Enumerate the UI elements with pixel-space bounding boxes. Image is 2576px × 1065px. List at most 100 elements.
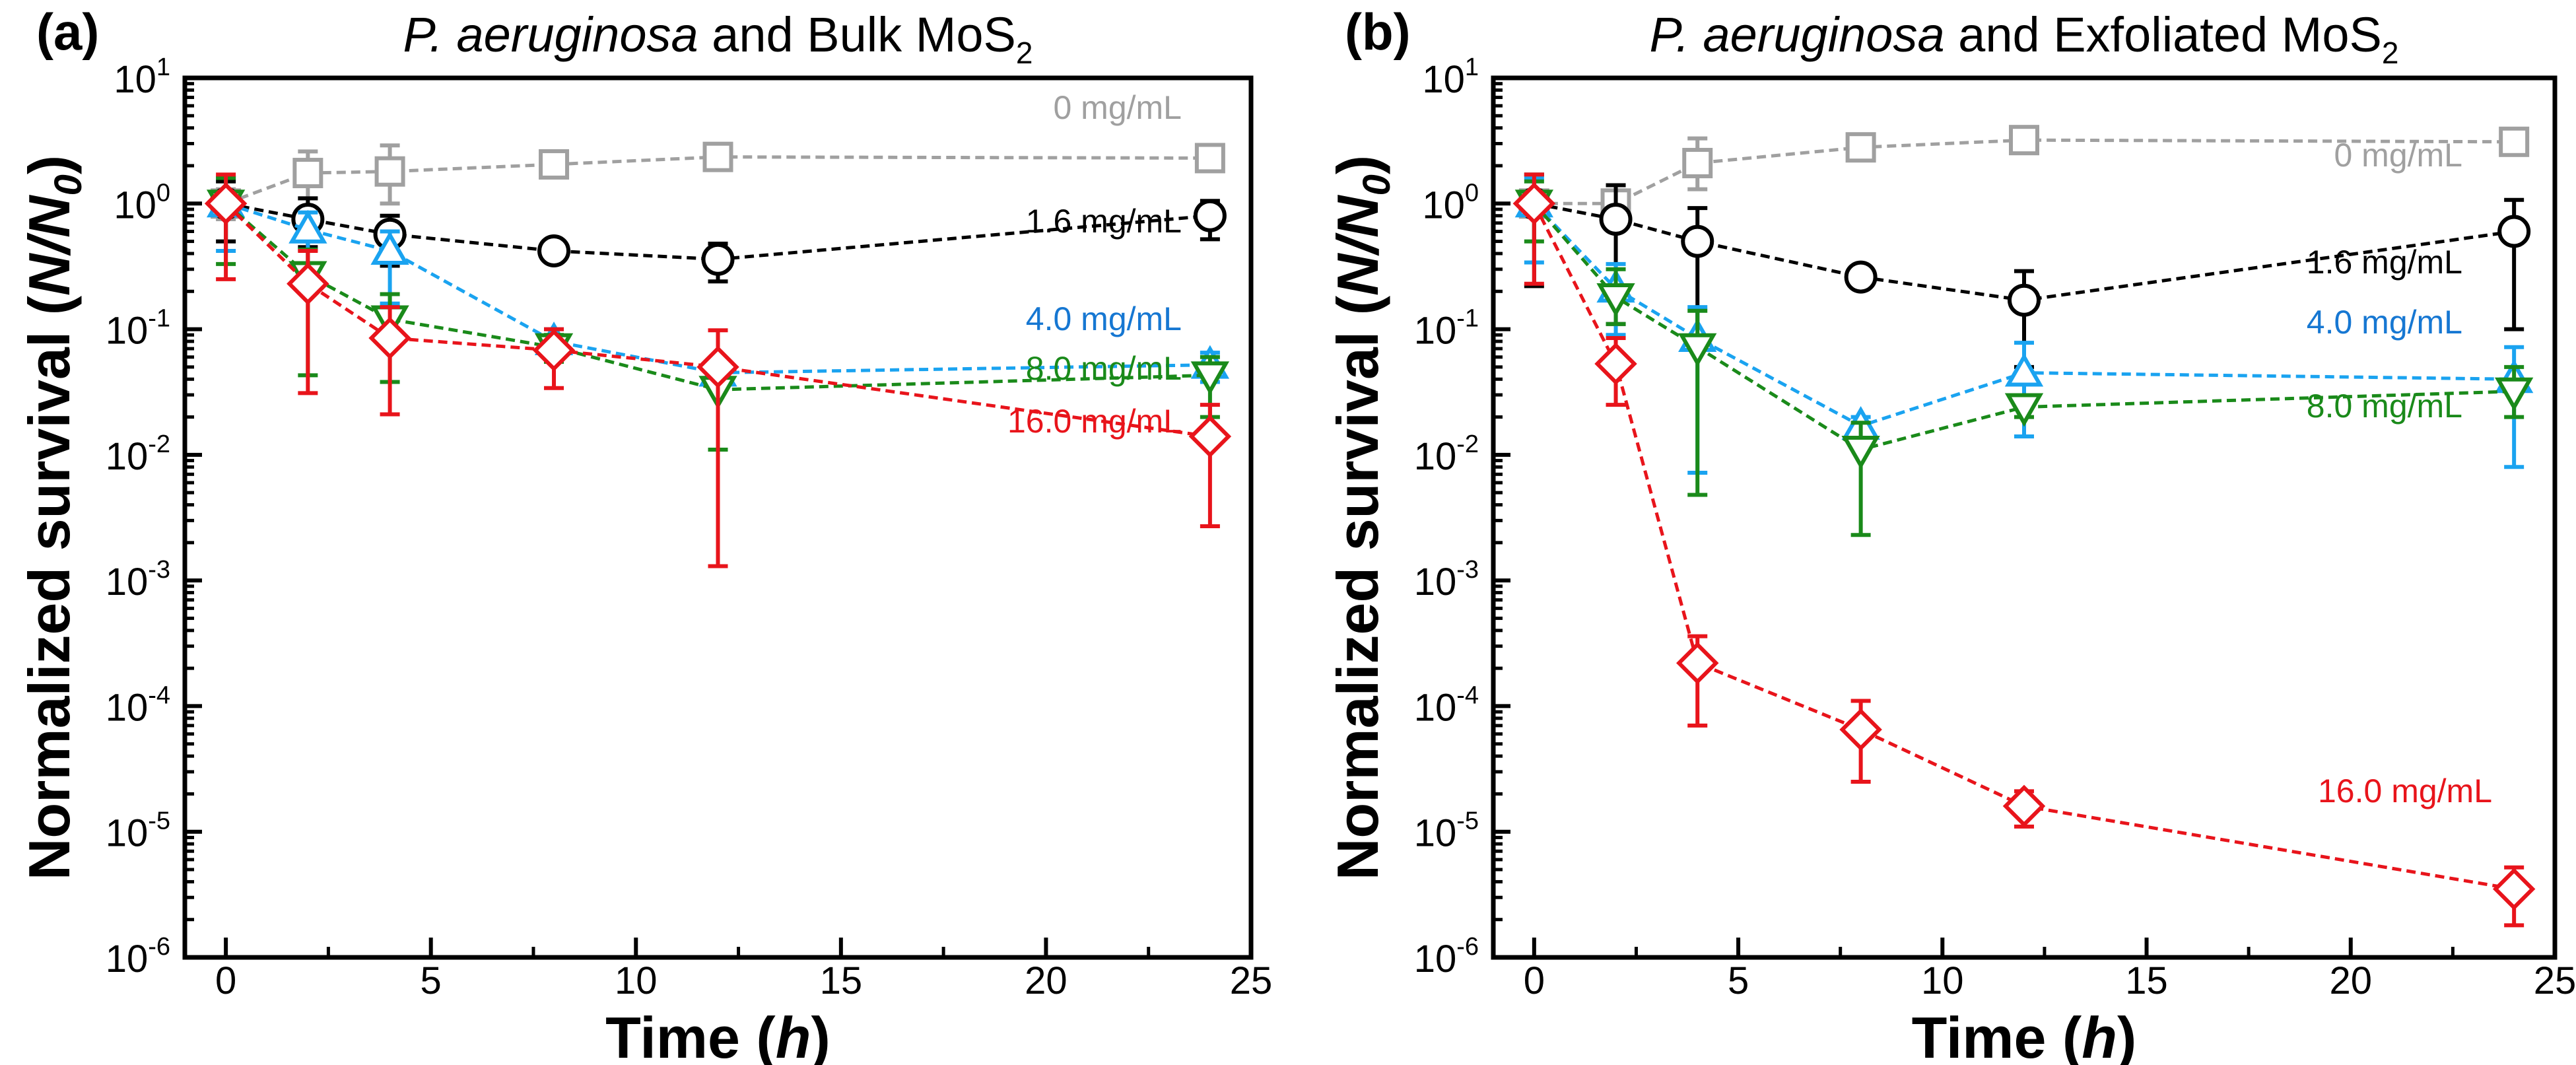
x-tick-label: 25 (1230, 959, 1273, 1002)
series-line (1532, 203, 2515, 891)
x-label-close: ) (2117, 1005, 2136, 1065)
data-point-square (1682, 147, 1713, 178)
y-tick-exponent: -6 (148, 933, 170, 961)
y-tick-label: 100 (1422, 179, 1479, 226)
y-tick-exponent: -1 (1456, 305, 1479, 333)
chart-panel-b: (b) P. aeruginosa and Exfoliated MoS21011… (1325, 3, 2576, 1065)
series-label: 4.0 mg/mL (1026, 300, 1182, 337)
y-label-close: ) (17, 155, 82, 174)
title-text: and Exfoliated MoS (1945, 7, 2382, 62)
data-point-diamond (1839, 708, 1882, 751)
y-tick-base: 10 (114, 58, 156, 101)
x-label-unit: h (776, 1005, 811, 1065)
series-line (224, 202, 1211, 438)
y-tick-base: 10 (1414, 310, 1457, 353)
y-tick-base: 10 (1414, 435, 1457, 478)
y-tick-label: 10-4 (1414, 681, 1479, 729)
series-0-mg-ml: 0 mg/mL (1518, 125, 2530, 219)
data-point-diamond (1676, 642, 1719, 685)
y-label-ratio: N/N (1325, 194, 1390, 296)
data-point-diamond (368, 316, 411, 360)
title-subscript: 2 (2382, 36, 2399, 70)
data-point-square (374, 156, 405, 187)
x-axis-label: Time (h) (605, 1005, 830, 1065)
series-8-0-mg-ml: 8.0 mg/mL (1514, 179, 2534, 537)
x-tick-label: 5 (421, 959, 442, 1002)
y-tick-label: 10-6 (106, 933, 170, 980)
data-point-square (702, 141, 733, 172)
x-label-unit: h (2082, 1005, 2117, 1065)
y-label-text: Normalized survival ( (1325, 295, 1390, 880)
y-tick-exponent: -5 (1456, 807, 1479, 835)
y-label-ratio: N/N (17, 194, 82, 296)
y-tick-base: 10 (106, 938, 149, 980)
data-point-diamond (1188, 415, 1232, 458)
x-tick-label: 20 (1025, 959, 1068, 1002)
y-tick-label: 10-2 (106, 430, 170, 478)
chart-panel-a: (a) P. aeruginosa and Bulk MoS210110010-1… (17, 3, 1272, 1065)
y-tick-base: 10 (114, 184, 156, 226)
title-organism: P. aeruginosa (403, 7, 698, 62)
y-tick-base: 10 (1414, 686, 1457, 729)
data-point-triangle-up (2004, 353, 2044, 387)
y-tick-label: 10-3 (106, 556, 170, 603)
series-line (225, 201, 1210, 375)
y-tick-exponent: -4 (1456, 681, 1479, 709)
title-organism: P. aeruginosa (1650, 7, 1945, 62)
y-tick-label: 10-2 (1414, 430, 1479, 478)
series-1-6-mg-ml: 1.6 mg/mL (209, 179, 1227, 284)
panel-label: (a) (36, 3, 99, 61)
title-text: and Bulk MoS (698, 7, 1016, 62)
y-tick-label: 10-3 (1414, 556, 1479, 603)
data-point-square (292, 158, 323, 189)
y-tick-label: 101 (1422, 53, 1479, 101)
series-label: 16.0 mg/mL (1007, 403, 1182, 440)
data-point-diamond (2492, 868, 2536, 910)
series-label: 0 mg/mL (1053, 89, 1182, 126)
data-point-circle (2497, 215, 2531, 248)
y-label-subscript: 0 (1355, 174, 1398, 195)
y-tick-base: 10 (1414, 812, 1457, 855)
data-point-circle (1681, 224, 1714, 258)
y-label-close: ) (1325, 155, 1390, 174)
y-tick-base: 10 (1422, 184, 1465, 226)
data-point-circle (1844, 260, 1878, 294)
plot-frame (182, 75, 1254, 960)
series-16-0-mg-ml: 16.0 mg/mL (204, 172, 1232, 568)
data-point-square (1845, 132, 1876, 163)
x-tick-label: 10 (615, 959, 658, 1002)
series-line (1533, 202, 2515, 428)
series-16-0-mg-ml: 16.0 mg/mL (1512, 172, 2536, 928)
data-point-diamond (532, 329, 576, 372)
series-line (1534, 201, 2515, 302)
x-tick-label: 25 (2534, 959, 2576, 1002)
y-tick-exponent: 1 (1465, 53, 1479, 81)
y-tick-base: 10 (106, 812, 149, 855)
y-tick-base: 10 (1414, 938, 1457, 980)
y-axis-label: Normalized survival (N/N0) (1325, 155, 1398, 880)
y-tick-base: 10 (106, 561, 149, 603)
x-tick-label: 0 (1524, 959, 1545, 1002)
x-label-close: ) (811, 1005, 830, 1065)
data-point-triangle-up (288, 209, 327, 244)
data-point-circle (537, 234, 571, 267)
data-point-circle (2008, 283, 2041, 317)
y-tick-exponent: -6 (1456, 933, 1479, 961)
series-label: 8.0 mg/mL (2307, 388, 2462, 425)
y-tick-label: 10-5 (1414, 807, 1479, 855)
y-tick-label: 101 (114, 53, 170, 101)
series-label: 0 mg/mL (2334, 137, 2462, 174)
data-point-triangle-up (370, 230, 409, 265)
data-point-circle (1599, 203, 1633, 236)
series-label: 16.0 mg/mL (2318, 773, 2492, 809)
series-label: 1.6 mg/mL (1026, 203, 1182, 240)
data-point-triangle-down (1190, 361, 1230, 395)
data-point-diamond (696, 345, 739, 389)
y-tick-label: 10-6 (1414, 933, 1479, 980)
series-line (1534, 138, 2515, 205)
y-tick-label: 10-5 (106, 807, 170, 855)
series-line (1532, 202, 2515, 452)
chart-title: P. aeruginosa and Bulk MoS2 (403, 7, 1033, 70)
y-tick-exponent: -5 (148, 807, 170, 835)
